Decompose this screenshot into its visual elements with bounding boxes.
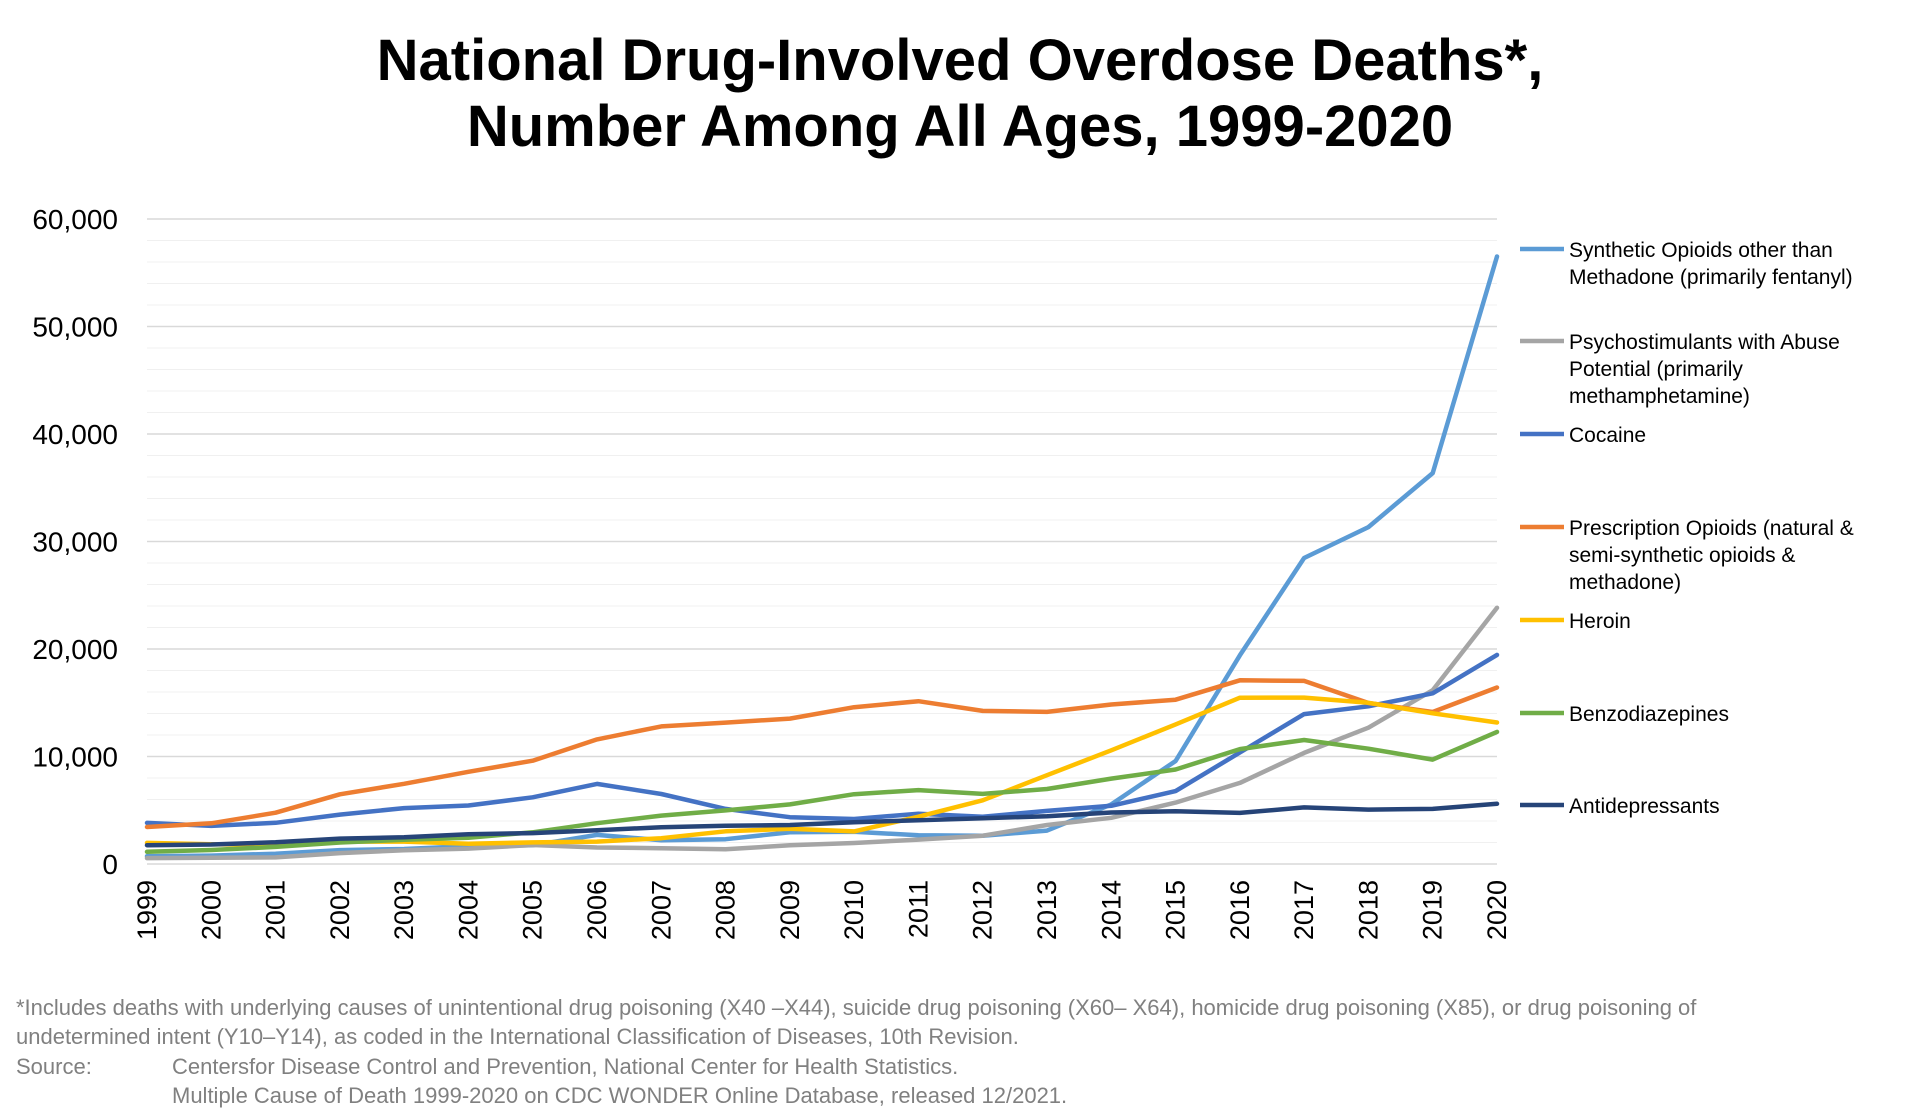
legend-label: Benzodiazepines — [1569, 703, 1729, 726]
x-tick-label: 2013 — [1032, 880, 1062, 940]
gridlines — [147, 218, 1497, 843]
x-tick-label: 2018 — [1353, 880, 1383, 940]
series-lines — [144, 254, 1500, 861]
x-tick-label: 2002 — [325, 880, 355, 940]
legend-label: Potential (primarily — [1569, 358, 1743, 381]
legend-label: methamphetamine) — [1569, 385, 1750, 408]
footnote-line-2: undetermined intent (Y10–Y14), as coded … — [16, 1024, 1019, 1049]
x-axis-tick-labels: 1999 2000 2001 2002 2003 2004 2005 2006 2007 2008… — [132, 880, 1512, 940]
chart-title-line-1: National Drug-Involved Overdose Deaths*, — [376, 28, 1544, 93]
y-tick-label: 10,000 — [32, 742, 118, 773]
legend-label: Methadone (primarily fentanyl) — [1569, 266, 1853, 289]
series-line-3 — [144, 652, 1500, 829]
source-label: Source: — [16, 1054, 92, 1079]
source-line-1: Centersfor Disease Control and Preventio… — [172, 1054, 959, 1079]
y-tick-label: 60,000 — [32, 204, 118, 235]
legend-label: Antidepressants — [1569, 795, 1720, 818]
x-tick-label: 2010 — [839, 880, 869, 940]
x-tick-label: 2006 — [582, 880, 612, 940]
legend: Synthetic Opioids other than Methadone (p… — [1520, 239, 1854, 818]
y-tick-label: 0 — [102, 849, 118, 880]
x-tick-label: 2000 — [196, 880, 226, 940]
y-tick-label: 20,000 — [32, 634, 118, 665]
footnote-line-1: *Includes deaths with underlying causes … — [16, 995, 1697, 1020]
legend-label: Synthetic Opioids other than — [1569, 239, 1833, 262]
x-tick-label: 1999 — [132, 880, 162, 940]
x-tick-label: 2019 — [1418, 880, 1448, 940]
y-tick-label: 30,000 — [32, 527, 118, 558]
x-tick-label: 2004 — [453, 880, 483, 940]
x-tick-label: 2008 — [711, 880, 741, 940]
legend-label: Prescription Opioids (natural & — [1569, 517, 1854, 540]
x-tick-label: 2009 — [775, 880, 805, 940]
x-tick-label: 2007 — [646, 880, 676, 940]
series-line-4 — [144, 678, 1500, 830]
legend-label: Psychostimulants with Abuse — [1569, 331, 1840, 354]
source-line-2: Multiple Cause of Death 1999-2020 on CDC… — [172, 1083, 1068, 1108]
x-tick-label: 2016 — [1225, 880, 1255, 940]
x-tick-label: 2001 — [261, 880, 291, 940]
series-line-1 — [144, 254, 1500, 859]
chart-title: National Drug-Involved Overdose Deaths*,… — [0, 28, 1920, 160]
series-line-6 — [144, 729, 1500, 855]
x-tick-label: 2015 — [1161, 880, 1191, 940]
x-tick-label: 2005 — [518, 880, 548, 940]
chart-title-line-2: Number Among All Ages, 1999-2020 — [466, 94, 1454, 159]
y-tick-label: 40,000 — [32, 419, 118, 450]
y-tick-label: 50,000 — [32, 312, 118, 343]
x-tick-label: 2003 — [389, 880, 419, 940]
x-tick-label: 2011 — [903, 880, 933, 938]
x-tick-label: 2017 — [1289, 880, 1319, 940]
x-tick-label: 2020 — [1482, 880, 1512, 940]
series-line-2 — [144, 605, 1500, 861]
legend-label: semi-synthetic opioids & — [1569, 544, 1795, 567]
series-line-7 — [144, 801, 1500, 848]
legend-label: Cocaine — [1569, 424, 1646, 447]
legend-label: methadone) — [1569, 571, 1681, 594]
legend-label: Heroin — [1569, 610, 1631, 633]
x-tick-label: 2012 — [968, 880, 998, 940]
y-axis-tick-labels: 0 10,000 20,000 30,000 40,000 50,000 60,000 — [32, 204, 118, 880]
x-tick-label: 2014 — [1096, 880, 1126, 940]
